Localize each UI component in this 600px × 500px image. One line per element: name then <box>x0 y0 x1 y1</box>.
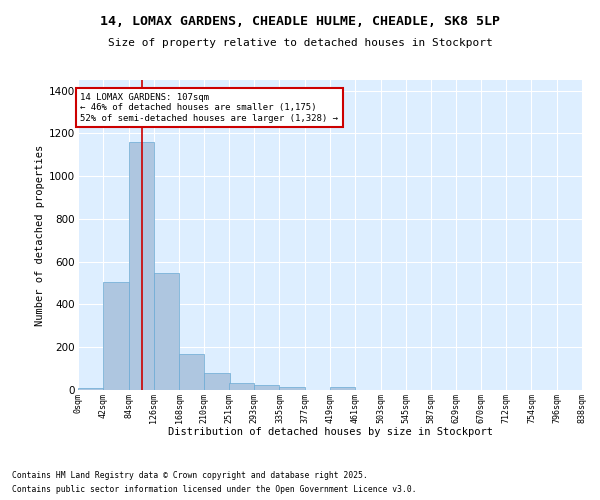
Bar <box>205 373 230 390</box>
Text: Contains public sector information licensed under the Open Government Licence v3: Contains public sector information licen… <box>12 486 416 494</box>
Bar <box>179 354 205 390</box>
Bar <box>254 384 280 390</box>
Y-axis label: Number of detached properties: Number of detached properties <box>35 144 45 326</box>
Bar <box>280 387 305 390</box>
X-axis label: Distribution of detached houses by size in Stockport: Distribution of detached houses by size … <box>167 427 493 437</box>
Bar <box>229 383 254 390</box>
Bar <box>103 282 128 390</box>
Text: 14, LOMAX GARDENS, CHEADLE HULME, CHEADLE, SK8 5LP: 14, LOMAX GARDENS, CHEADLE HULME, CHEADL… <box>100 15 500 28</box>
Bar <box>154 274 179 390</box>
Bar <box>128 142 154 390</box>
Text: Size of property relative to detached houses in Stockport: Size of property relative to detached ho… <box>107 38 493 48</box>
Bar <box>78 388 103 390</box>
Text: 14 LOMAX GARDENS: 107sqm
← 46% of detached houses are smaller (1,175)
52% of sem: 14 LOMAX GARDENS: 107sqm ← 46% of detach… <box>80 93 338 122</box>
Bar <box>330 387 355 390</box>
Text: Contains HM Land Registry data © Crown copyright and database right 2025.: Contains HM Land Registry data © Crown c… <box>12 470 368 480</box>
